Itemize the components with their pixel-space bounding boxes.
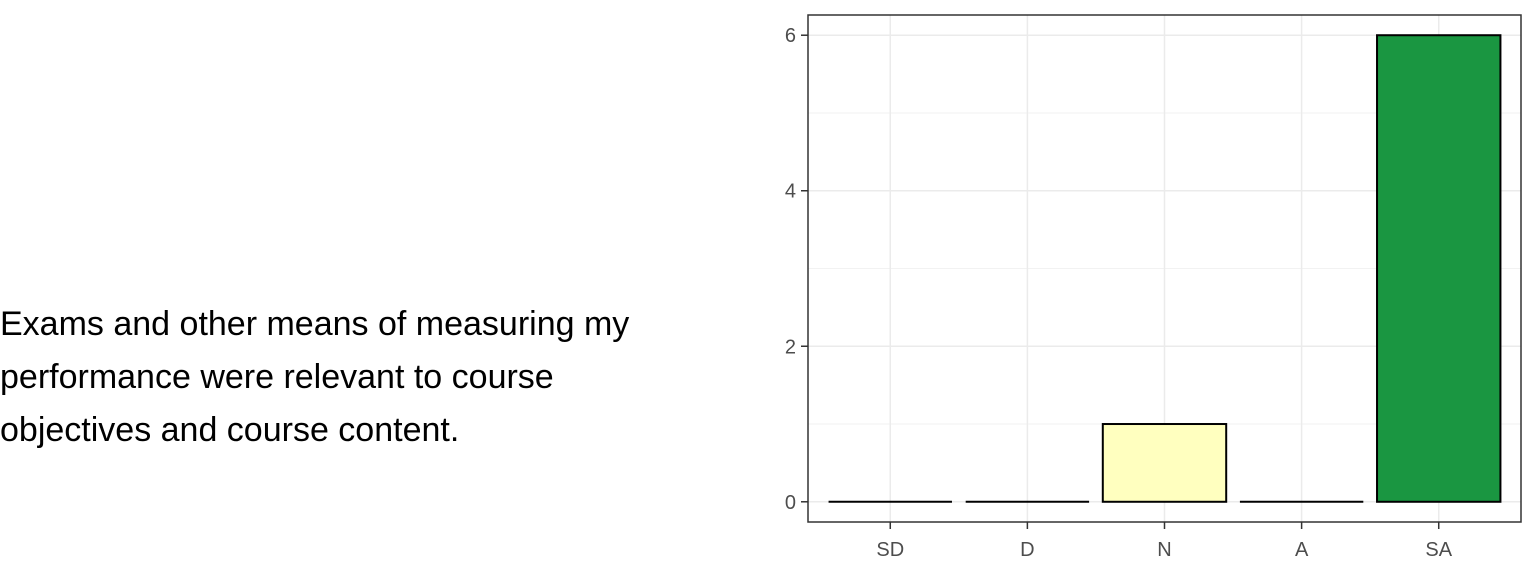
y-tick-label: 6 — [785, 25, 796, 47]
x-tick-label: D — [1020, 539, 1034, 561]
bar-SA — [1376, 34, 1502, 503]
x-tick-label: A — [1295, 539, 1309, 561]
x-tick-label: SA — [1425, 539, 1452, 561]
y-tick-label: 4 — [785, 181, 796, 203]
question-text: Exams and other means of measuring my pe… — [0, 305, 630, 449]
x-tick-label: N — [1157, 539, 1171, 561]
x-axis: SD D N A SA — [876, 522, 1453, 561]
y-tick-label: 0 — [785, 492, 796, 514]
y-axis: 0 2 4 6 — [785, 25, 808, 514]
y-tick-label: 2 — [785, 336, 796, 358]
bars — [828, 34, 1502, 503]
bar-N — [1101, 423, 1228, 503]
x-tick-label: SD — [876, 539, 904, 561]
